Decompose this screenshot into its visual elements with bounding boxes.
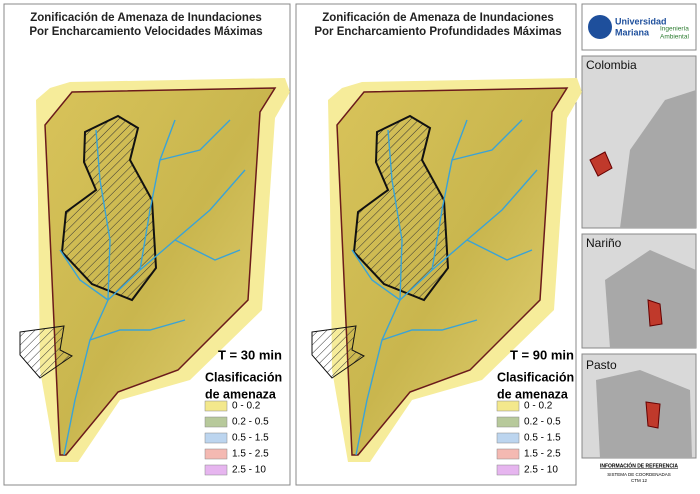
return-period: T = 90 min [510, 347, 574, 362]
logo-faculty: Ambiental [660, 34, 689, 41]
logo-name: Mariana [615, 27, 650, 37]
legend-swatch [204, 448, 228, 460]
panel-title: Zonificación de Amenaza de Inundaciones [322, 12, 554, 24]
panel-title: Por Encharcamiento Velocidades Máximas [29, 26, 262, 38]
legend-label: 0 - 0.2 [232, 401, 261, 412]
legend-title: Clasificación [205, 370, 282, 384]
inset-region [605, 250, 696, 348]
legend-swatch [204, 464, 228, 476]
legend-title: de amenaza [205, 387, 277, 401]
legend-swatch [496, 464, 520, 476]
inset-country [620, 90, 696, 228]
inset-highlight [589, 151, 613, 177]
legend-label: 0.5 - 1.5 [524, 433, 561, 444]
footer-line: CTM 12 [631, 478, 648, 483]
legend-label: 0.5 - 1.5 [232, 433, 269, 444]
logo-name: Universidad [615, 16, 667, 26]
legend-swatch [204, 416, 228, 428]
inset-highlight [645, 401, 661, 429]
footer-line: SISTEMA DE COORDENADAS [607, 472, 671, 477]
inset-label: Colombia [586, 58, 637, 72]
legend-label: 0.2 - 0.5 [524, 417, 561, 428]
legend-label: 1.5 - 2.5 [232, 449, 269, 460]
legend-swatch [204, 432, 228, 444]
logo-faculty: Ingeniería [660, 26, 689, 33]
legend-title: de amenaza [497, 387, 569, 401]
legend-label: 0.2 - 0.5 [232, 417, 269, 428]
legend-swatch [496, 448, 520, 460]
map-panel: Zonificación de Amenaza de Inundaciones P… [311, 12, 583, 476]
logo-emblem [588, 15, 612, 39]
legend-label: 0 - 0.2 [524, 401, 553, 412]
panel-title: Zonificación de Amenaza de Inundaciones [30, 12, 262, 24]
panel-title: Por Encharcamiento Profundidades Máximas [314, 26, 561, 38]
inset-label: Nariño [586, 236, 622, 250]
return-period: T = 30 min [218, 347, 282, 362]
legend-title: Clasificación [497, 370, 574, 384]
inset-highlight [647, 299, 663, 327]
legend-label: 2.5 - 10 [524, 465, 558, 476]
map-panel: Zonificación de Amenaza de Inundaciones P… [19, 12, 291, 476]
legend-label: 1.5 - 2.5 [524, 449, 561, 460]
legend-label: 2.5 - 10 [232, 465, 266, 476]
inset-label: Pasto [586, 358, 617, 372]
legend-swatch [496, 432, 520, 444]
legend-swatch [204, 400, 228, 412]
legend-swatch [496, 416, 520, 428]
legend-swatch [496, 400, 520, 412]
inset-municipality [596, 370, 692, 458]
footer-title: INFORMACIÓN DE REFERENCIA [600, 461, 678, 469]
